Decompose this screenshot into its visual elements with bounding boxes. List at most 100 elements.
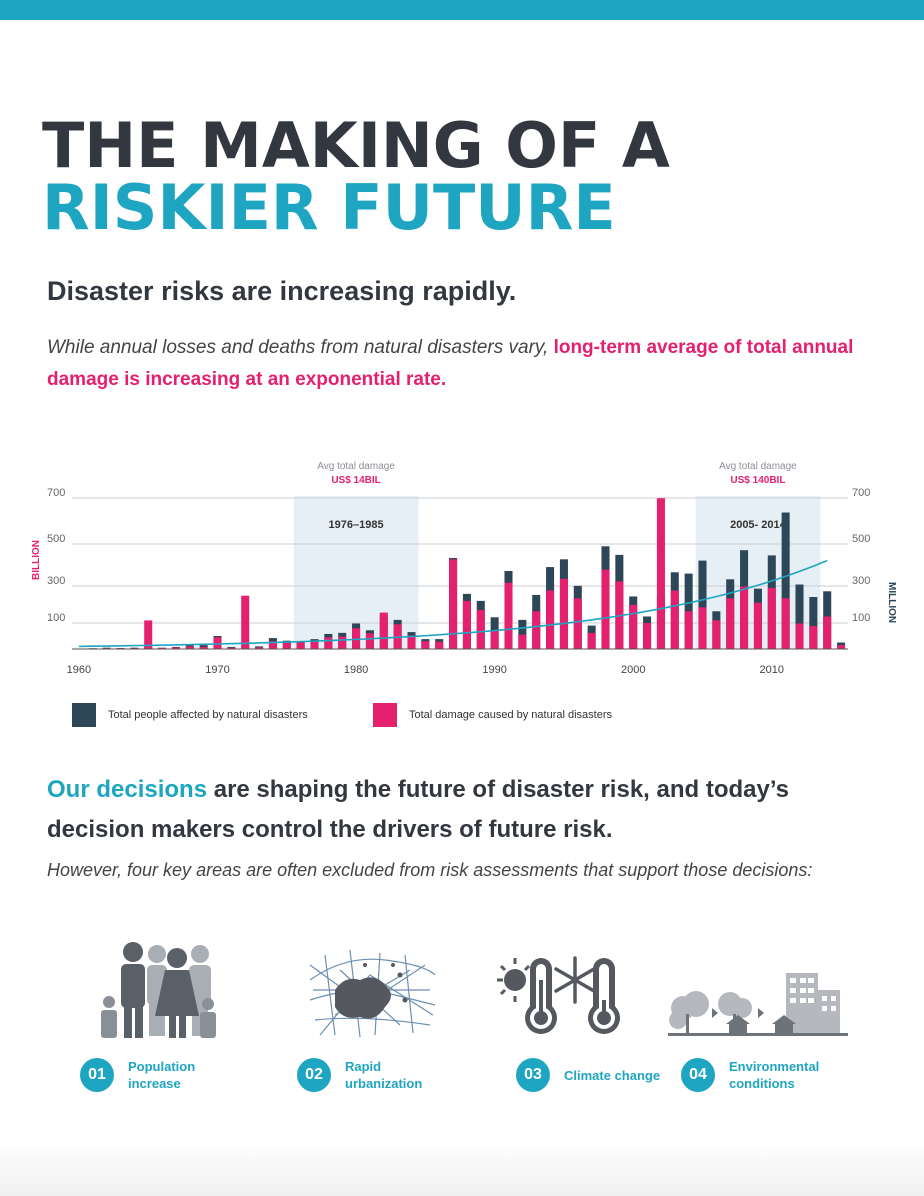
bar-damage-1997 [587, 632, 596, 649]
driver-label: Population increase [128, 1059, 196, 1091]
bar-damage-1982 [379, 612, 388, 649]
decisions-rest: are shaping the future of disaster risk,… [47, 776, 789, 843]
bar-damage-2006 [712, 620, 721, 649]
bar-damage-1981 [365, 633, 374, 649]
bar-damage-2011 [781, 598, 790, 649]
bar-damage-2014 [823, 616, 832, 649]
bar-people-2013 [809, 597, 818, 649]
legend-label-people: Total people affected by natural disaste… [108, 709, 308, 721]
driver-number: 02 [297, 1058, 331, 1092]
bar-damage-2009 [753, 602, 762, 649]
bar-damage-1974 [268, 641, 277, 649]
bar-damage-2015 [837, 645, 846, 649]
x-tick-1980: 1980 [344, 664, 368, 676]
bar-people-2011 [781, 512, 790, 649]
driver-number: 04 [681, 1058, 715, 1092]
bar-damage-2008 [740, 586, 749, 649]
bar-damage-1984 [407, 635, 416, 649]
bar-damage-1988 [462, 600, 471, 649]
bar-damage-1995 [559, 578, 568, 649]
bar-damage-1987 [449, 559, 458, 649]
driver-label: Rapid urbanization [345, 1059, 423, 1091]
driver-number: 01 [80, 1058, 114, 1092]
bar-damage-1996 [573, 598, 582, 649]
section-heading: Disaster risks are increasing rapidly. [47, 276, 517, 306]
bar-damage-1973 [255, 647, 264, 649]
bar-damage-1968 [185, 646, 194, 649]
legend-swatch-people [72, 703, 96, 727]
intro-text: While annual losses and deaths from natu… [47, 337, 554, 358]
y-tick-right-500: 500 [852, 533, 870, 545]
bar-damage-1989 [476, 610, 485, 649]
bar-damage-2012 [795, 623, 804, 649]
y-tick-left-300: 300 [47, 575, 65, 587]
x-tick-2010: 2010 [760, 664, 784, 676]
bar-damage-2013 [809, 626, 818, 649]
bar-damage-1967 [171, 647, 180, 649]
band-note-0: Avg total damage [317, 461, 395, 472]
legend-swatch-damage [373, 703, 397, 727]
drivers-note: However, four key areas are often exclud… [47, 860, 813, 880]
bar-people-2005 [698, 560, 707, 649]
x-tick-1970: 1970 [205, 664, 229, 676]
x-tick-1960: 1960 [67, 664, 91, 676]
bar-damage-1991 [504, 582, 513, 649]
band-note-1: Avg total damage [719, 461, 797, 472]
bar-damage-1994 [546, 590, 555, 649]
y-tick-left-700: 700 [47, 487, 65, 499]
bar-damage-1985 [421, 641, 430, 649]
trend-line [78, 559, 828, 648]
bar-damage-2003 [670, 590, 679, 649]
disaster-chart: Avg total damage US$ 14BIL 1976–1985 Avg to… [31, 461, 897, 676]
y-tick-right-100: 100 [852, 612, 870, 624]
y-tick-right-700: 700 [852, 487, 870, 499]
x-tick-2000: 2000 [621, 664, 645, 676]
driver-number: 03 [516, 1058, 550, 1092]
driver-climate: 03 Climate change [516, 1058, 674, 1092]
bar-damage-1971 [227, 647, 236, 649]
bar-damage-1993 [532, 611, 541, 649]
bar-damage-2007 [726, 598, 735, 649]
band-value-0: US$ 14BIL [331, 475, 380, 486]
intro-highlight: long-term average of total annual damage… [47, 337, 854, 390]
y-tick-left-500: 500 [47, 533, 65, 545]
bar-damage-1975 [282, 642, 291, 649]
environment-icon [668, 973, 848, 1036]
band-label-1: 2005- 2014 [730, 519, 787, 531]
bar-damage-2002 [656, 498, 665, 649]
bar-damage-1992 [518, 634, 527, 649]
bar-damage-2000 [629, 604, 638, 649]
bar-damage-1978 [324, 637, 333, 649]
intro-paragraph: While annual losses and deaths from natu… [47, 332, 887, 396]
bottom-fade [0, 1140, 924, 1196]
y-axis-label-left: BILLION [31, 540, 42, 580]
bar-damage-1986 [435, 641, 444, 649]
band-value-1: US$ 140BIL [730, 475, 785, 486]
bar-damage-1970 [213, 637, 222, 649]
city-map-icon [309, 949, 436, 1038]
bar-damage-2001 [643, 623, 652, 649]
legend-item-damage: Total damage caused by natural disasters [373, 703, 612, 727]
bar-damage-1972 [241, 595, 250, 649]
driver-population: 01 Population increase [80, 1058, 238, 1092]
top-accent-bar [0, 0, 924, 20]
bar-damage-1976 [296, 642, 305, 649]
y-tick-right-300: 300 [852, 575, 870, 587]
bar-damage-1977 [310, 641, 319, 649]
bar-damage-1966 [158, 647, 167, 649]
driver-label: Climate change [564, 1067, 661, 1083]
legend-item-people: Total people affected by natural disaste… [72, 703, 308, 727]
thermometer-icon [497, 956, 620, 1034]
bar-damage-2010 [767, 587, 776, 649]
driver-label: Environmental conditions [729, 1059, 820, 1091]
decisions-accent: Our decisions [47, 776, 208, 803]
driver-urbanization: 02 Rapid urbanization [297, 1058, 455, 1092]
family-icon [101, 942, 216, 1038]
legend-label-damage: Total damage caused by natural disasters [409, 709, 613, 721]
page-title-line1: THE MAKING OF A [42, 109, 670, 182]
bar-people-2012 [795, 584, 804, 649]
bar-damage-1969 [199, 646, 208, 649]
bar-damage-1965 [144, 620, 153, 649]
bar-damage-1998 [601, 569, 610, 649]
bar-people-1992 [518, 619, 527, 649]
